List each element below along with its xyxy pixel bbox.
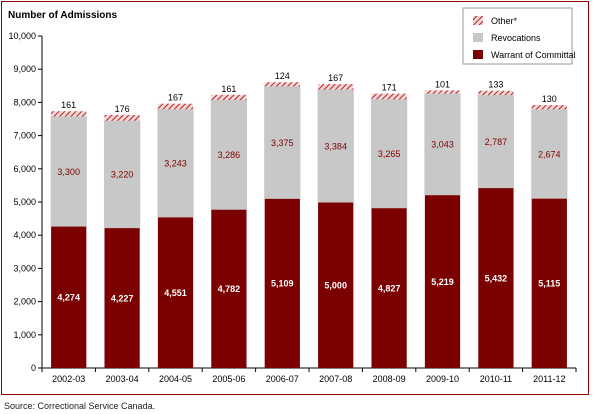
data-label: 5,000 [324,281,347,291]
bar-segment-warrant-of-committal [371,207,407,368]
data-label: 5,109 [271,279,294,289]
bar-segment-warrant-of-committal [424,194,461,368]
data-label: 5,115 [538,279,560,289]
legend-swatch [473,50,483,59]
legend: Other* Revocations Warrant of Committal [462,7,576,65]
data-label: 3,375 [271,138,294,148]
data-label: 5,432 [485,273,508,283]
bar-segment-other [371,93,407,100]
data-label: 171 [382,83,397,93]
legend-swatch [473,16,483,25]
x-tick-label: 2011-12 [533,374,565,384]
y-tick-label: 5,000 [13,197,36,207]
data-label: 2,787 [485,137,508,147]
bar-segment-other [157,103,194,110]
data-label: 133 [488,80,503,90]
bar-segment-warrant-of-committal [51,226,87,368]
x-tick-label: 2007-08 [319,374,352,384]
data-label: 176 [115,104,130,114]
data-label: 3,043 [431,140,454,150]
x-tick-label: 2006-07 [266,374,299,384]
bar-segment-other [478,90,514,96]
y-tick-label: 4,000 [13,230,36,240]
y-tick-label: 7,000 [13,131,36,141]
x-tick-label: 2008-09 [373,374,406,384]
data-labels: 4,274 3,300 161 4,227 3,220 176 4,551 3,243 167 4… [57,71,560,303]
data-label: 2,674 [538,149,561,159]
bar-segment-warrant-of-committal [211,209,247,368]
x-tick-label: 2010-11 [480,374,512,384]
y-tick-label: 3,000 [13,263,36,273]
legend-label: Warrant of Committal [491,50,576,60]
data-label: 3,300 [57,167,80,177]
x-tick-label: 2004-05 [159,374,192,384]
stacked-bar-chart: Number of Admissions 0 1,000 2,000 3,000 4,0… [8,7,577,384]
data-label: 3,220 [111,170,134,180]
bar-segment-revocations [50,116,87,227]
data-label: 4,782 [218,284,241,294]
bar-segment-revocations [317,89,354,203]
x-tick-label: 2003-04 [106,374,139,384]
legend-label: Other* [491,16,518,26]
x-tick-label: 2005-06 [212,374,245,384]
data-label: 161 [61,100,76,110]
y-tick-label: 2,000 [13,297,36,307]
x-tick-label: 2002-03 [52,374,85,384]
y-tick-label: 8,000 [13,97,36,107]
y-tick-label: 0 [31,363,36,373]
bar-segment-revocations [264,85,301,199]
bar-segment-warrant-of-committal [531,198,567,368]
data-label: 4,227 [111,293,134,303]
source-note: Source: Correctional Service Canada. [4,401,156,411]
bar-segment-revocations [157,108,194,218]
data-label: 161 [221,84,236,94]
data-label: 167 [328,73,343,83]
bar-segment-warrant-of-committal [478,187,514,368]
legend-label: Revocations [491,33,541,43]
bar-segment-revocations [103,120,141,229]
data-label: 5,219 [431,277,454,287]
y-tick-label: 6,000 [13,164,36,174]
bar-segment-warrant-of-committal [104,227,140,368]
bar-segment-other [104,114,140,121]
bar-segment-revocations [531,108,568,199]
y-tick-label: 1,000 [13,330,36,340]
bar-segment-other [318,84,354,90]
bars [50,82,568,368]
data-label: 4,274 [57,293,80,303]
data-label: 3,243 [164,159,187,169]
y-tick-label: 9,000 [13,64,36,74]
x-tick-label: 2009-10 [426,374,459,384]
data-label: 3,384 [324,141,347,151]
bar-segment-other [424,90,461,94]
data-label: 4,551 [164,288,187,298]
data-label: 3,286 [218,150,241,160]
bar-segment-revocations [477,94,515,189]
data-label: 3,265 [378,149,401,159]
data-label: 101 [435,79,450,89]
bar-segment-warrant-of-committal [157,216,194,368]
bar-segment-warrant-of-committal [318,202,354,368]
data-label: 4,827 [378,283,401,293]
bar-segment-other [51,111,87,117]
y-tick-label: 10,000 [8,31,36,41]
chart-title: Number of Admissions [8,10,118,21]
legend-swatch [473,33,483,42]
data-label: 124 [275,71,290,81]
data-label: 130 [542,94,557,104]
bar-segment-other [264,82,300,87]
bar-segment-warrant-of-committal [264,198,300,368]
bar-segment-revocations [370,98,408,209]
bar-segment-other [211,94,247,101]
data-label: 167 [168,93,183,103]
bar-segment-other [531,105,567,110]
